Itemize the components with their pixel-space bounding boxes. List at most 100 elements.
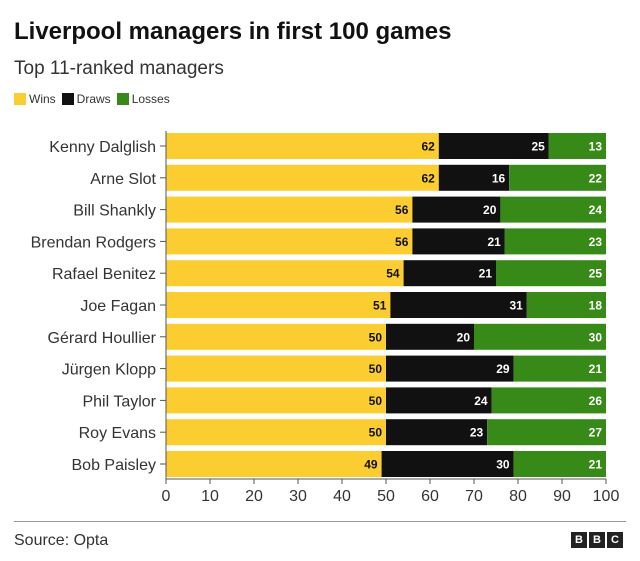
category-label: Roy Evans	[79, 425, 156, 442]
x-tick-label: 100	[593, 488, 620, 505]
x-tick-label: 70	[465, 488, 483, 505]
data-label-losses: 23	[589, 235, 603, 249]
bar-wins	[166, 133, 439, 159]
bar-draws	[386, 387, 492, 414]
bar-wins	[166, 196, 413, 223]
category-label: Jürgen Klopp	[62, 362, 156, 379]
x-tick-label: 90	[553, 488, 571, 505]
data-label-draws: 31	[509, 299, 523, 313]
bar-losses	[513, 451, 606, 477]
x-tick-label: 80	[509, 488, 527, 505]
bar-losses	[513, 355, 606, 382]
bar-losses	[526, 292, 606, 318]
data-label-losses: 25	[589, 267, 603, 281]
data-label-losses: 27	[589, 426, 603, 440]
bar-wins	[166, 164, 439, 191]
legend-label-losses: Losses	[131, 92, 170, 106]
x-tick-label: 60	[421, 488, 439, 505]
chart-title: Liverpool managers in first 100 games	[14, 18, 452, 45]
category-label: Gérard Houllier	[48, 330, 157, 347]
bar-losses	[491, 387, 606, 414]
legend-swatch-draws	[61, 93, 74, 105]
bar-draws	[390, 292, 527, 318]
bar-draws	[386, 419, 488, 446]
category-label: Arne Slot	[90, 171, 156, 188]
bar-draws	[381, 451, 514, 477]
bar-losses	[487, 419, 606, 446]
data-label-wins: 62	[421, 140, 435, 154]
x-tick-label: 20	[245, 488, 263, 505]
chart-subtitle: Top 11-ranked managers	[14, 58, 224, 79]
bbc-logo-letter: B	[589, 532, 605, 548]
data-label-draws: 21	[487, 235, 501, 249]
category-label: Rafael Benitez	[52, 266, 156, 283]
legend-swatch-wins	[14, 93, 26, 105]
bar-wins	[166, 228, 413, 255]
data-label-wins: 56	[395, 203, 409, 217]
bar-losses	[474, 323, 606, 350]
data-label-draws: 20	[457, 330, 471, 344]
legend-item-losses: Losses	[116, 92, 170, 106]
data-label-wins: 56	[395, 235, 409, 249]
data-label-wins: 50	[369, 362, 383, 376]
source-note: Source: Opta	[14, 532, 109, 549]
bar-wins	[166, 387, 386, 414]
data-label-losses: 26	[589, 394, 603, 408]
data-label-wins: 50	[369, 426, 383, 440]
legend-label-wins: Wins	[29, 92, 56, 106]
bar-losses	[548, 133, 606, 159]
data-label-draws: 30	[496, 458, 510, 472]
category-label: Kenny Dalglish	[49, 139, 156, 156]
data-label-draws: 24	[474, 394, 488, 408]
category-label: Bob Paisley	[72, 457, 157, 474]
data-label-draws: 16	[492, 171, 506, 185]
x-tick-label: 0	[162, 488, 171, 505]
bar-draws	[438, 164, 510, 191]
x-tick-label: 50	[377, 488, 395, 505]
data-label-draws: 21	[479, 267, 493, 281]
legend-swatch-losses	[116, 93, 129, 105]
bar-losses	[504, 228, 606, 255]
legend: Wins Draws Losses	[14, 92, 176, 106]
legend-item-wins: Wins	[14, 92, 56, 106]
bbc-logo-letter: C	[607, 532, 623, 548]
legend-item-draws: Draws	[61, 92, 111, 106]
data-label-wins: 49	[364, 458, 378, 472]
bar-draws	[438, 133, 549, 159]
bar-wins	[166, 419, 386, 446]
data-label-draws: 29	[496, 362, 510, 376]
bar-draws	[412, 228, 505, 255]
bar-draws	[386, 355, 514, 382]
footer-divider	[14, 521, 626, 522]
data-label-losses: 30	[589, 330, 603, 344]
category-label: Phil Taylor	[82, 393, 156, 410]
x-tick-label: 30	[289, 488, 307, 505]
bbc-logo: B B C	[569, 532, 623, 548]
x-tick-label: 40	[333, 488, 351, 505]
bar-losses	[509, 164, 606, 191]
bar-wins	[166, 323, 386, 350]
data-label-draws: 25	[531, 140, 545, 154]
data-label-draws: 23	[470, 426, 484, 440]
data-label-losses: 13	[589, 140, 603, 154]
bar-draws	[386, 323, 474, 350]
bbc-logo-letter: B	[571, 532, 587, 548]
data-label-draws: 20	[483, 203, 497, 217]
bar-wins	[166, 260, 404, 287]
category-label: Bill Shankly	[73, 203, 156, 220]
bar-wins	[166, 451, 382, 477]
category-label: Joe Fagan	[80, 298, 156, 315]
category-label: Brendan Rodgers	[31, 234, 156, 251]
data-label-wins: 50	[369, 330, 383, 344]
data-label-wins: 50	[369, 394, 383, 408]
data-label-wins: 51	[373, 299, 387, 313]
data-label-losses: 22	[589, 171, 603, 185]
data-label-wins: 62	[421, 171, 435, 185]
bar-losses	[500, 196, 606, 223]
data-label-losses: 24	[589, 203, 603, 217]
bar-wins	[166, 355, 386, 382]
data-label-losses: 21	[589, 458, 603, 472]
data-label-wins: 54	[386, 267, 400, 281]
x-tick-label: 10	[201, 488, 219, 505]
